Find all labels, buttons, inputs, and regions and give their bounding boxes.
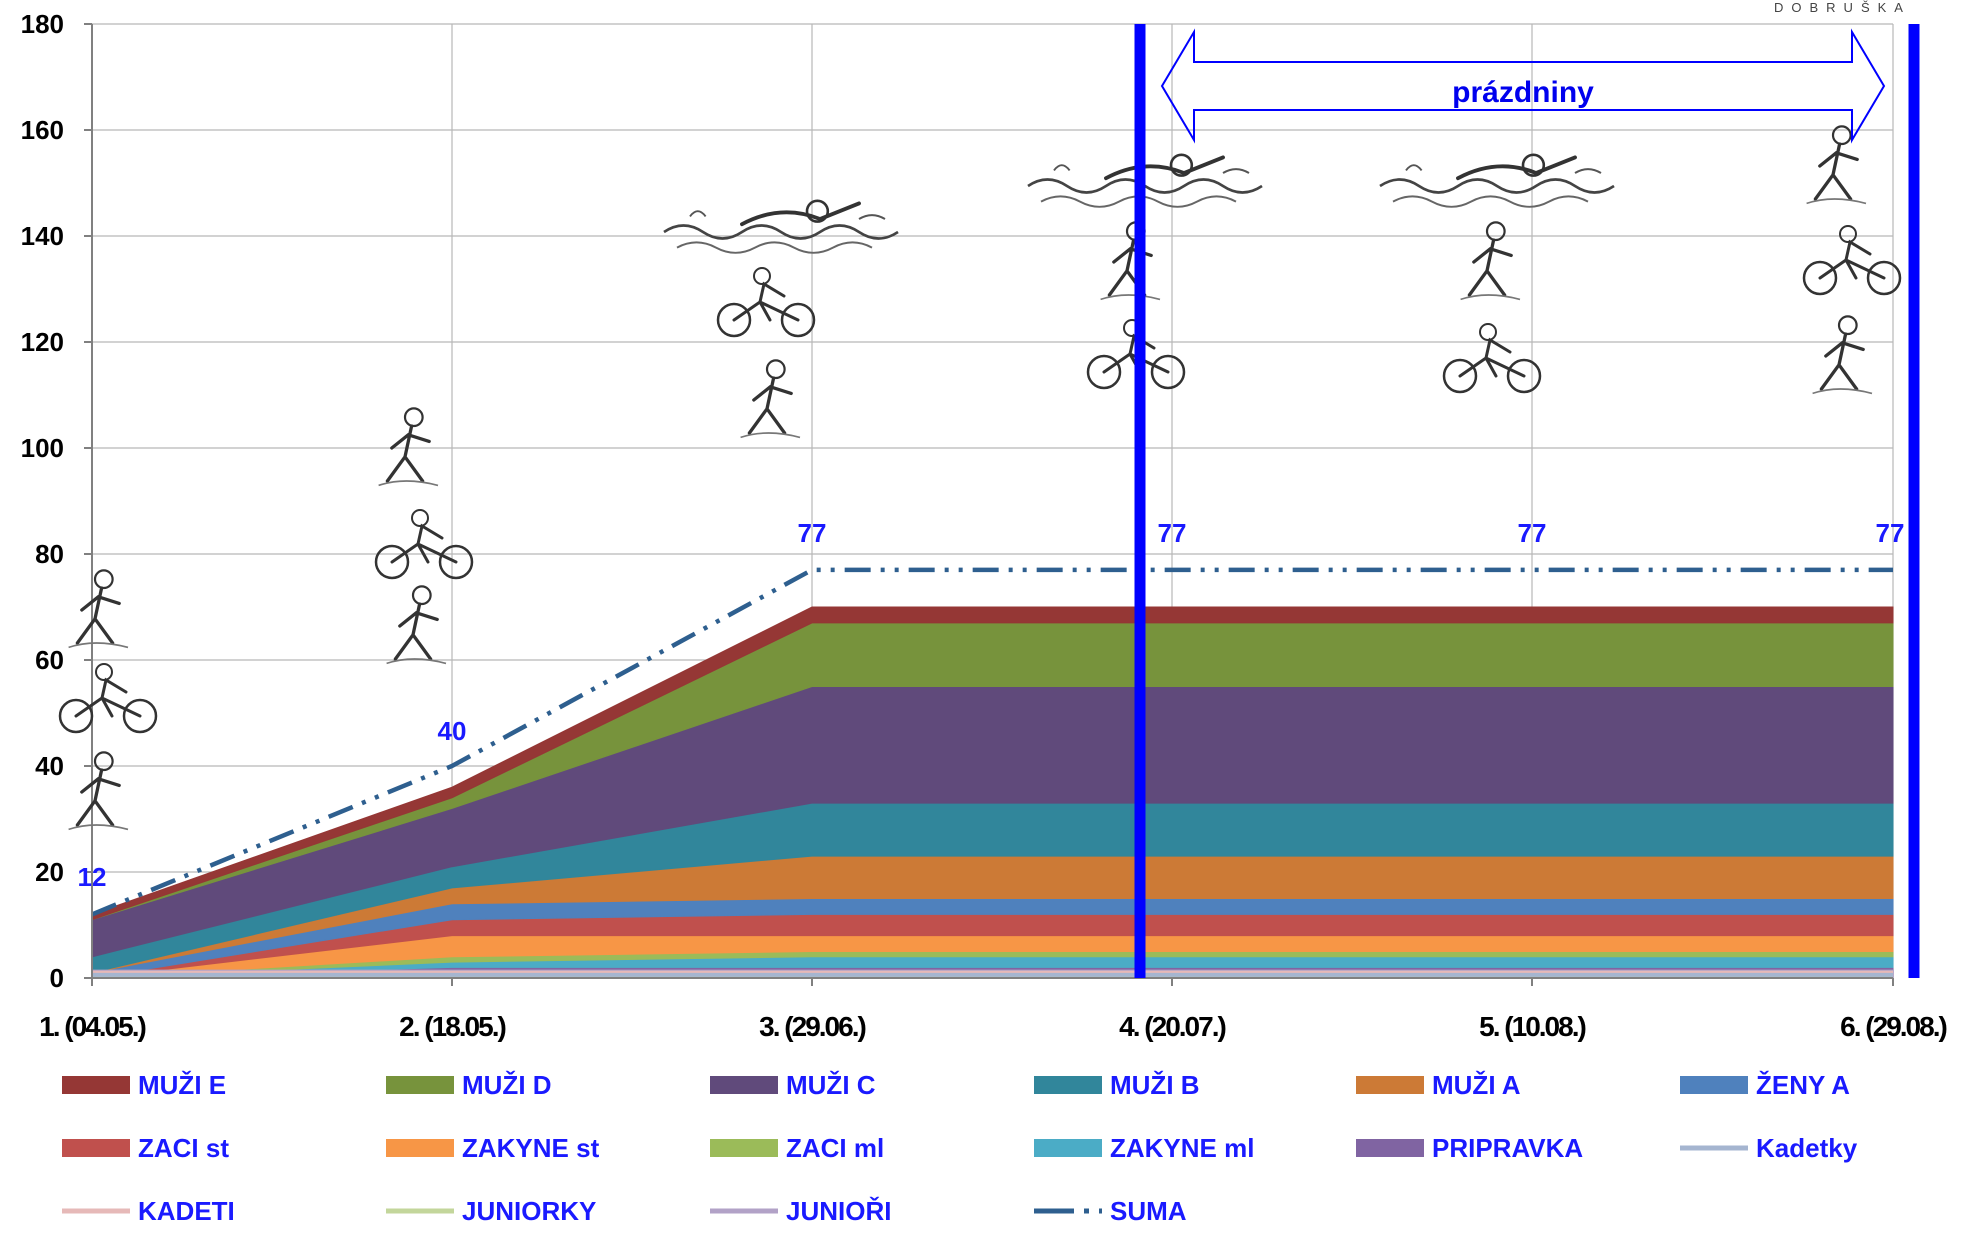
legend-label: PRIPRAVKA	[1432, 1133, 1583, 1163]
legend-swatch	[62, 1139, 130, 1157]
x-tick-label-2: 3. (29.06.)	[759, 1011, 865, 1042]
legend-swatch	[1034, 1076, 1102, 1094]
y-tick-label-4: 80	[35, 539, 64, 569]
legend-swatch	[386, 1076, 454, 1094]
legend-item: JUNIOŘI	[710, 1196, 891, 1226]
x-tick-label-3: 4. (20.07.)	[1119, 1011, 1225, 1042]
series-lines	[91, 567, 1893, 978]
holiday-label: prázdniny	[1452, 76, 1594, 109]
legend-swatch	[1034, 1139, 1102, 1157]
legend-item: MUŽI C	[710, 1070, 876, 1100]
runner-icon	[376, 406, 440, 488]
runner-icon	[384, 584, 448, 666]
x-tick-label-4: 5. (10.08.)	[1479, 1011, 1585, 1042]
legend-swatch	[386, 1139, 454, 1157]
data-label-3: 77	[1158, 518, 1187, 548]
data-labels: 12 40 77 77 77 77	[78, 518, 1905, 892]
data-label-1: 40	[438, 716, 467, 746]
data-label-4: 77	[1518, 518, 1547, 548]
legend-label: JUNIOŘI	[786, 1196, 891, 1226]
data-label-2: 77	[798, 518, 827, 548]
y-tick-label-9: 180	[21, 9, 64, 39]
legend-item: KADETI	[62, 1196, 235, 1226]
holiday-double-arrow	[1160, 28, 1886, 144]
legend-item: MUŽI B	[1034, 1070, 1200, 1100]
runner-icon	[738, 358, 802, 440]
cyclist-icon	[58, 662, 158, 734]
legend-swatch	[1680, 1076, 1748, 1094]
runner-icon	[66, 750, 130, 832]
legend-item: Kadetky	[1680, 1133, 1858, 1163]
legend-item: ZAKYNE st	[386, 1133, 600, 1163]
x-tick-label-1: 2. (18.05.)	[399, 1011, 505, 1042]
y-tick-label-1: 20	[35, 857, 64, 887]
y-tick-label-2: 40	[35, 751, 64, 781]
legend-label: Kadetky	[1756, 1133, 1858, 1163]
y-tick-label-7: 140	[21, 221, 64, 251]
legend-item: MUŽI E	[62, 1070, 226, 1100]
area-14	[91, 606, 1894, 921]
legend-label: JUNIORKY	[462, 1196, 596, 1226]
y-tick-label-6: 120	[21, 327, 64, 357]
runner-icon	[66, 568, 130, 650]
legend-item: MUŽI A	[1356, 1070, 1521, 1100]
swimmer-icon	[1378, 152, 1616, 209]
legend-swatch	[62, 1076, 130, 1094]
legend: MUŽI E MUŽI D MUŽI C MUŽI B MUŽI A ŽENY A ZACI…	[62, 1070, 1858, 1226]
y-tick-label-3: 60	[35, 645, 64, 675]
data-label-0: 12	[78, 862, 107, 892]
legend-label: MUŽI C	[786, 1070, 876, 1100]
runner-icon	[1098, 220, 1162, 302]
legend-label: ZAKYNE ml	[1110, 1133, 1254, 1163]
legend-label: KADETI	[138, 1196, 235, 1226]
legend-swatch	[1356, 1139, 1424, 1157]
areas	[91, 606, 1894, 979]
legend-item: ŽENY A	[1680, 1070, 1850, 1100]
legend-swatch	[710, 1139, 778, 1157]
y-tick-label-0: 0	[50, 963, 64, 993]
legend-label: MUŽI A	[1432, 1070, 1521, 1100]
legend-label: ZACI ml	[786, 1133, 884, 1163]
cyclist-icon	[374, 508, 474, 580]
axes: 0 20 40 60 80 100 120 140 160 180 1. (04.05.) 2. (1…	[21, 9, 1949, 1042]
legend-label: MUŽI B	[1110, 1070, 1200, 1100]
brand-text: DOBRUŠKA	[1774, 0, 1911, 15]
runner-icon	[1458, 220, 1522, 302]
cyclist-icon	[1442, 322, 1542, 394]
legend-label: ŽENY A	[1756, 1070, 1850, 1100]
legend-item: ZACI st	[62, 1133, 229, 1163]
x-tick-label-0: 1. (04.05.)	[39, 1011, 145, 1042]
cyclist-icon	[716, 266, 816, 338]
legend-label: MUŽI E	[138, 1070, 226, 1100]
runner-icon	[1804, 124, 1868, 206]
legend-swatch	[710, 1076, 778, 1094]
suma-line	[91, 567, 1893, 917]
y-tick-label-5: 100	[21, 433, 64, 463]
legend-item: JUNIORKY	[386, 1196, 596, 1226]
legend-label: ZACI st	[138, 1133, 229, 1163]
legend-item: ZACI ml	[710, 1133, 884, 1163]
x-tick-label-5: 6. (29.08.)	[1840, 1011, 1946, 1042]
data-label-5: 77	[1876, 518, 1905, 548]
legend-item: MUŽI D	[386, 1070, 552, 1100]
swimmer-icon	[662, 198, 900, 255]
legend-label: ZAKYNE st	[462, 1133, 600, 1163]
y-tick-label-8: 160	[21, 115, 64, 145]
annotations: prázdniny	[1134, 24, 1920, 978]
runner-icon	[1810, 314, 1874, 396]
legend-swatch	[1356, 1076, 1424, 1094]
legend-label: MUŽI D	[462, 1070, 552, 1100]
legend-label: SUMA	[1110, 1196, 1187, 1226]
legend-item: ZAKYNE ml	[1034, 1133, 1254, 1163]
legend-item: PRIPRAVKA	[1356, 1133, 1583, 1163]
legend-item: SUMA	[1034, 1196, 1187, 1226]
